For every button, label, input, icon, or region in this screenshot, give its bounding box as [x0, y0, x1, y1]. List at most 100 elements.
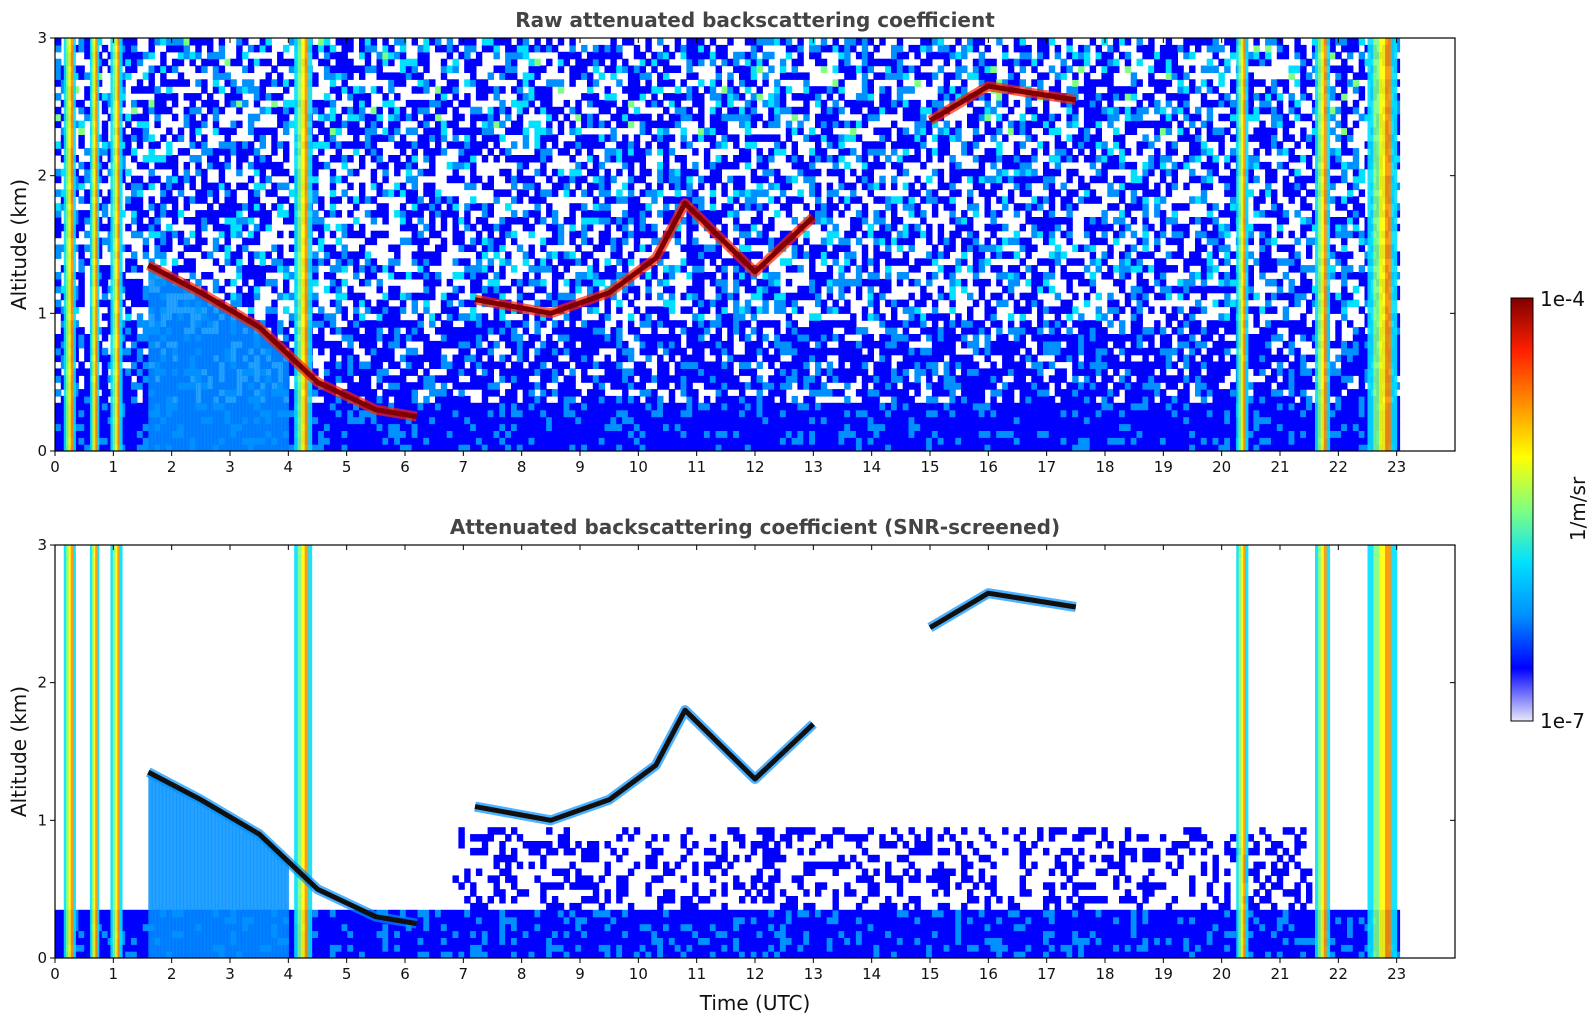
- heatmap-cell: [125, 354, 132, 363]
- heatmap-cell: [423, 79, 430, 87]
- heatmap-cell: [435, 251, 442, 259]
- heatmap-cell: [230, 189, 237, 197]
- heatmap-cell: [627, 444, 635, 451]
- heatmap-cell: [487, 368, 494, 376]
- heatmap-cell: [674, 340, 682, 349]
- heatmap-cell: [604, 402, 611, 411]
- heatmap-cell: [645, 86, 652, 94]
- heatmap-cell: [470, 237, 477, 246]
- heatmap-cell: [370, 272, 378, 280]
- heatmap-cell: [411, 423, 418, 431]
- heatmap-cell: [271, 244, 278, 252]
- heatmap-cell: [528, 278, 535, 287]
- heatmap-cell: [341, 258, 348, 266]
- heatmap-cell: [499, 285, 506, 294]
- heatmap-cell: [382, 51, 389, 60]
- heatmap-cell: [359, 182, 366, 191]
- heatmap-cell: [329, 155, 337, 163]
- heatmap-cell: [253, 127, 261, 135]
- heatmap-cell: [493, 340, 500, 349]
- heatmap-cell: [399, 148, 407, 156]
- heatmap-cell: [405, 168, 413, 177]
- heatmap-cell: [698, 106, 705, 115]
- heatmap-cell: [446, 65, 454, 73]
- heatmap-cell: [177, 38, 185, 46]
- heatmap-cell: [592, 340, 600, 349]
- heatmap-cell: [376, 416, 383, 425]
- heatmap-cell: [446, 327, 454, 335]
- heatmap-cell: [464, 155, 471, 163]
- heatmap-cell: [522, 402, 530, 411]
- heatmap-cell: [528, 389, 535, 397]
- heatmap-cell: [534, 203, 541, 211]
- heatmap-cell: [575, 113, 582, 122]
- heatmap-cell: [475, 203, 483, 211]
- heatmap-cell: [230, 217, 237, 225]
- heatmap-cell: [359, 409, 366, 418]
- heatmap-cell: [750, 196, 758, 204]
- heatmap-cell: [411, 155, 418, 163]
- heatmap-cell: [686, 217, 693, 225]
- heatmap-cell: [201, 134, 208, 142]
- heatmap-cell: [651, 416, 658, 425]
- heatmap-cell: [756, 416, 763, 425]
- heatmap-cell: [236, 148, 243, 156]
- heatmap-cell: [499, 416, 506, 425]
- heatmap-cell: [633, 306, 641, 314]
- heatmap-cell: [487, 409, 494, 418]
- heatmap-cell: [739, 65, 746, 73]
- heatmap-cell: [493, 44, 500, 53]
- heatmap-cell: [411, 389, 418, 397]
- heatmap-cell: [516, 217, 524, 225]
- heatmap-cell: [55, 299, 62, 308]
- heatmap-cell: [610, 127, 617, 135]
- heatmap-cell: [125, 416, 132, 425]
- heatmap-cell: [429, 340, 436, 349]
- heatmap-cell: [721, 347, 728, 356]
- heatmap-cell: [557, 51, 565, 60]
- heatmap-cell: [686, 382, 693, 390]
- heatmap-cell: [674, 334, 682, 342]
- heatmap-cell: [733, 161, 740, 170]
- heatmap-cell: [575, 106, 582, 115]
- heatmap-cell: [546, 93, 553, 101]
- heatmap-cell: [125, 444, 132, 451]
- heatmap-cell: [569, 320, 576, 328]
- heatmap-cell: [475, 93, 483, 101]
- heatmap-cell: [388, 306, 395, 314]
- heatmap-cell: [271, 203, 278, 211]
- heatmap-cell: [499, 272, 506, 280]
- heatmap-cell: [587, 409, 594, 418]
- heatmap-cell: [411, 272, 418, 280]
- heatmap-cell: [733, 444, 740, 451]
- heatmap-cell: [627, 409, 635, 418]
- heatmap-cell: [750, 340, 758, 349]
- heatmap-cell: [283, 99, 290, 108]
- heatmap-cell: [353, 217, 360, 225]
- heatmap-cell: [452, 196, 459, 204]
- heatmap-cell: [218, 44, 226, 53]
- heatmap-cell: [323, 320, 331, 328]
- heatmap-cell: [657, 113, 664, 122]
- heatmap-cell: [674, 175, 682, 184]
- heatmap-cell: [160, 51, 167, 60]
- heatmap-cell: [546, 120, 553, 129]
- heatmap-cell: [359, 86, 366, 94]
- heatmap-cell: [522, 423, 530, 431]
- heatmap-cell: [411, 347, 418, 356]
- heatmap-cell: [78, 223, 85, 232]
- heatmap-cell: [698, 299, 705, 308]
- heatmap-cell: [388, 389, 395, 397]
- heatmap-cell: [411, 395, 418, 404]
- heatmap-cell: [756, 38, 763, 46]
- heatmap-cell: [703, 430, 711, 438]
- heatmap-cell: [475, 409, 483, 418]
- heatmap-cell: [265, 217, 272, 225]
- heatmap-cell: [663, 375, 670, 383]
- heatmap-cell: [253, 155, 261, 163]
- heatmap-cell: [399, 38, 407, 46]
- heatmap-cell: [359, 334, 366, 342]
- heatmap-cell: [686, 402, 693, 411]
- heatmap-cell: [569, 168, 576, 177]
- heatmap-cell: [101, 416, 109, 425]
